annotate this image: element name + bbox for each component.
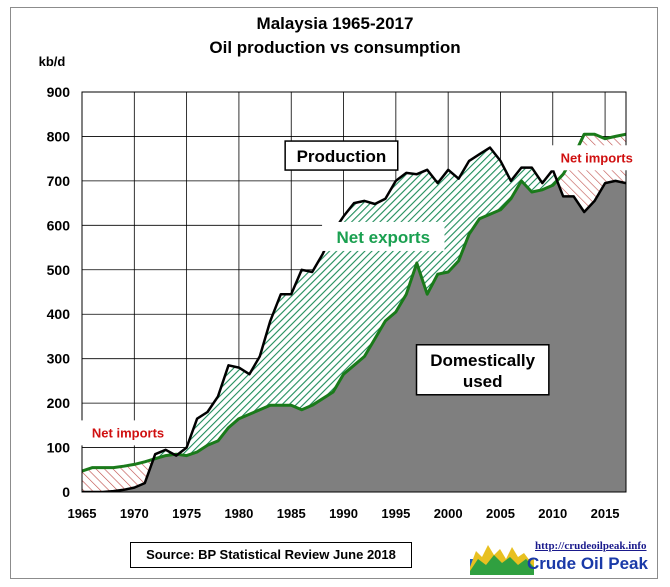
net-exports-annotation-box	[322, 221, 445, 251]
y-tick-label: 600	[47, 217, 71, 233]
production-annotation-box	[284, 140, 399, 171]
y-tick-label: 200	[47, 395, 71, 411]
logo-url[interactable]: http://crudeoilpeak.info	[535, 540, 647, 552]
net-imports-early-annotation: Net imports	[92, 425, 164, 440]
net-imports-early-annotation-box	[79, 420, 177, 446]
x-tick-label: 1970	[120, 506, 149, 521]
domestic-use-area	[82, 180, 626, 492]
net-imports-late-annotation-box	[548, 145, 646, 171]
domestic-annotation: used	[463, 372, 503, 391]
x-tick-label: 1980	[224, 506, 253, 521]
net-exports-area	[177, 147, 558, 456]
y-tick-label: 100	[47, 440, 71, 456]
x-tick-label: 2010	[538, 506, 567, 521]
x-tick-label: 1965	[68, 506, 97, 521]
y-tick-label: 700	[47, 173, 71, 189]
domestic-annotation-box	[415, 344, 550, 396]
y-axis-label: kb/d	[39, 54, 66, 69]
production-annotation: Production	[297, 147, 387, 166]
x-tick-label: 1975	[172, 506, 201, 521]
chart-title: Malaysia 1965-2017	[256, 14, 414, 33]
production-line	[82, 146, 626, 492]
y-tick-label: 800	[47, 128, 71, 144]
x-tick-label: 2000	[434, 506, 463, 521]
x-tick-label: 1990	[329, 506, 358, 521]
y-tick-label: 500	[47, 262, 71, 278]
net-exports-annotation: Net exports	[337, 228, 431, 247]
x-tick-label: 2015	[591, 506, 620, 521]
net-imports-late-annotation: Net imports	[561, 150, 633, 165]
logo-name: Crude Oil Peak	[527, 554, 648, 573]
domestic-annotation: Domestically	[430, 351, 535, 370]
x-tick-label: 1995	[381, 506, 410, 521]
logo-graphic	[470, 545, 534, 575]
x-tick-label: 2005	[486, 506, 515, 521]
y-tick-label: 300	[47, 351, 71, 367]
chart-subtitle: Oil production vs consumption	[209, 38, 461, 57]
plot-border	[81, 91, 627, 493]
x-tick-label: 1985	[277, 506, 306, 521]
y-tick-label: 900	[47, 84, 71, 100]
net-imports-area	[82, 459, 154, 492]
y-tick-label: 0	[62, 484, 70, 500]
source-note: Source: BP Statistical Review June 2018	[130, 542, 412, 568]
y-tick-label: 400	[47, 306, 71, 322]
